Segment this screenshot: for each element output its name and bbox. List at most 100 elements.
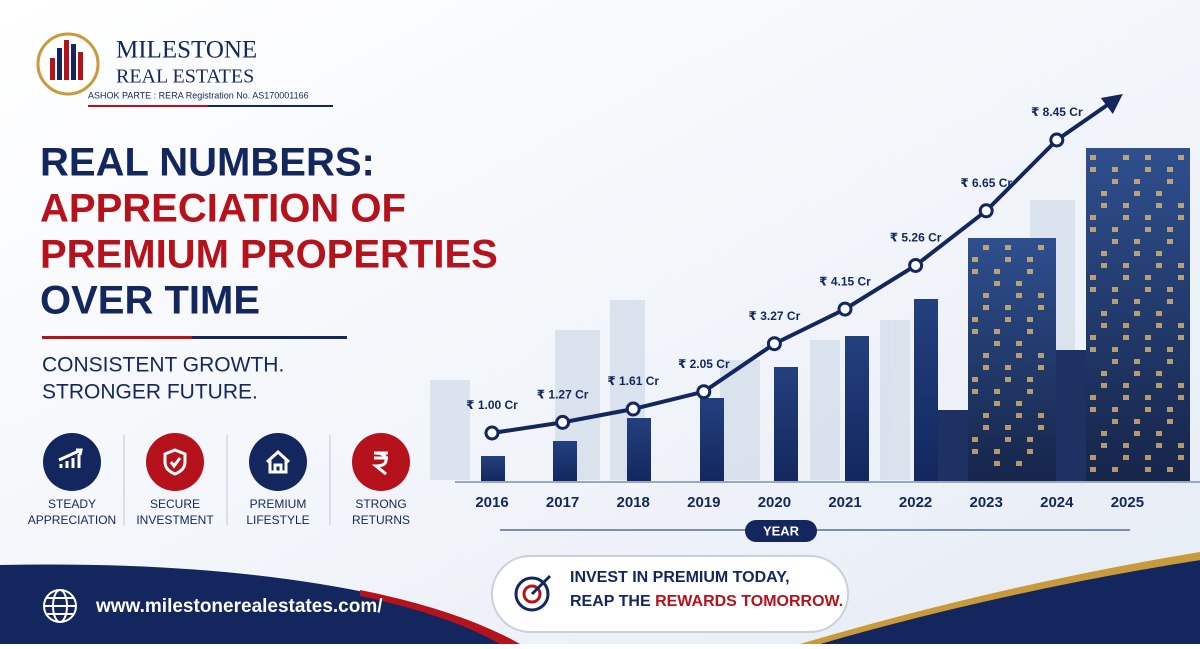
window — [1038, 245, 1044, 250]
window — [1145, 287, 1151, 292]
window — [1090, 155, 1096, 160]
window — [1156, 311, 1162, 316]
window — [1005, 377, 1011, 382]
window — [972, 437, 978, 442]
window — [1156, 263, 1162, 268]
window — [1178, 275, 1184, 280]
window — [983, 353, 989, 358]
window — [1101, 191, 1107, 196]
footer-wave — [820, 560, 1200, 644]
x-tick-label: 2023 — [970, 494, 1003, 511]
value-label: ₹ 4.15 Cr — [819, 274, 871, 288]
window — [1005, 365, 1011, 370]
window — [1005, 317, 1011, 322]
window — [1016, 341, 1022, 346]
window — [1090, 455, 1096, 460]
window — [1134, 299, 1140, 304]
window — [1156, 323, 1162, 328]
rule — [192, 336, 347, 339]
window — [1167, 359, 1173, 364]
x-tick-label: 2020 — [758, 494, 791, 511]
window — [972, 449, 978, 454]
window — [1123, 335, 1129, 340]
headline-line: OVER TIME — [40, 279, 260, 323]
window — [1112, 299, 1118, 304]
headline-line: APPRECIATION OF — [40, 187, 406, 231]
window — [994, 269, 1000, 274]
window — [1178, 335, 1184, 340]
window — [1005, 437, 1011, 442]
x-tick-label: 2016 — [475, 494, 508, 511]
x-tick-label: 2019 — [687, 494, 720, 511]
window — [1178, 215, 1184, 220]
point — [555, 414, 571, 430]
window — [1038, 425, 1044, 430]
window — [1134, 251, 1140, 256]
window — [1101, 311, 1107, 316]
window — [1090, 467, 1096, 472]
point — [766, 336, 782, 352]
window — [1027, 389, 1033, 394]
x-axis-label: YEAR — [763, 523, 800, 538]
window — [1090, 287, 1096, 292]
window — [1167, 419, 1173, 424]
window — [1016, 353, 1022, 358]
window — [1101, 251, 1107, 256]
window — [983, 293, 989, 298]
window — [1027, 377, 1033, 382]
cta-line2: REAP THE REWARDS TOMORROW. — [570, 593, 843, 610]
window — [1005, 305, 1011, 310]
window — [1016, 281, 1022, 286]
window — [1112, 419, 1118, 424]
window — [1167, 347, 1173, 352]
footer-accent — [360, 590, 520, 644]
point — [1049, 132, 1065, 148]
window — [1101, 371, 1107, 376]
window — [1112, 347, 1118, 352]
cta-line2b: REWARDS TOMORROW. — [655, 593, 843, 610]
window — [994, 329, 1000, 334]
point — [908, 257, 924, 273]
window — [1027, 449, 1033, 454]
tagline-line: STRONGER FUTURE. — [42, 381, 258, 404]
feature-label: SECURE — [150, 497, 200, 511]
feature-label: STRONG — [355, 497, 406, 511]
rule — [42, 336, 192, 339]
point — [837, 301, 853, 317]
globe-icon — [43, 589, 77, 623]
window — [1123, 383, 1129, 388]
x-tick-label: 2021 — [828, 494, 861, 511]
cta-line2a: REAP THE — [570, 593, 655, 610]
value-label: ₹ 5.26 Cr — [890, 231, 942, 245]
window — [1178, 155, 1184, 160]
window — [1090, 227, 1096, 232]
rule — [88, 105, 208, 107]
x-tick-label: 2022 — [899, 494, 932, 511]
window — [1112, 167, 1118, 172]
window — [1038, 413, 1044, 418]
window — [1016, 461, 1022, 466]
window — [1090, 335, 1096, 340]
window — [1145, 347, 1151, 352]
window — [972, 317, 978, 322]
window — [972, 389, 978, 394]
window — [1016, 413, 1022, 418]
x-label-pill — [745, 520, 817, 542]
window — [1167, 227, 1173, 232]
window — [1112, 287, 1118, 292]
window — [1134, 179, 1140, 184]
window — [1167, 287, 1173, 292]
arrow-head — [1100, 94, 1123, 114]
value-label: ₹ 2.05 Cr — [678, 357, 730, 371]
x-tick-label: 2025 — [1111, 494, 1144, 511]
window — [1134, 431, 1140, 436]
window — [1156, 251, 1162, 256]
window — [1145, 467, 1151, 472]
x-tick-label: 2024 — [1040, 494, 1074, 511]
window — [1016, 293, 1022, 298]
window — [1145, 395, 1151, 400]
window — [1156, 443, 1162, 448]
feature-label: PREMIUM — [250, 497, 307, 511]
x-tick-label: 2018 — [617, 494, 650, 511]
headline-line: REAL NUMBERS: — [40, 141, 375, 185]
